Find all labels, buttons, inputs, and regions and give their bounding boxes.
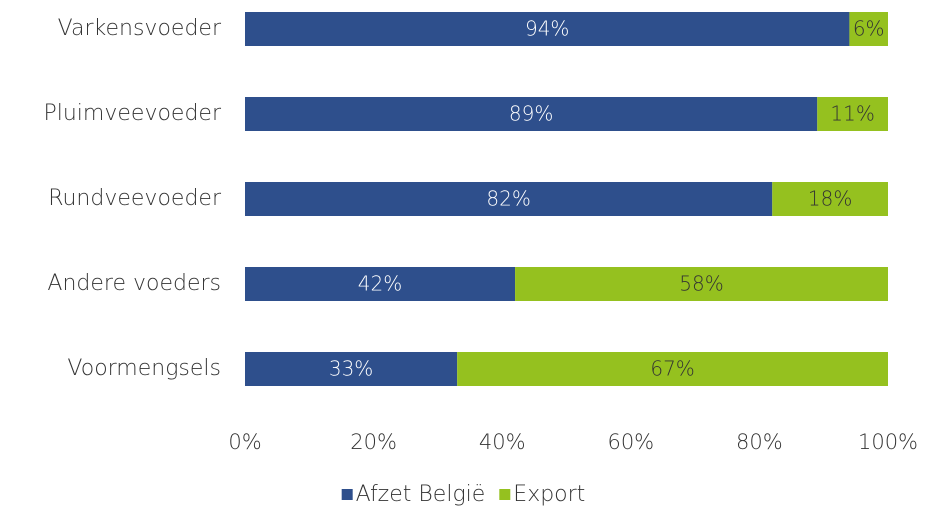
bar-segment bbox=[245, 182, 773, 216]
data-label: 82% bbox=[486, 187, 530, 211]
bar-segment bbox=[849, 12, 888, 46]
bar-segment bbox=[817, 97, 888, 131]
x-tick-label: 0% bbox=[228, 430, 261, 454]
category-label: Pluimveevoeder bbox=[43, 101, 221, 126]
category-label: Rundveevoeder bbox=[48, 186, 222, 211]
data-label: 18% bbox=[808, 187, 852, 211]
bar-segment bbox=[457, 352, 888, 386]
x-tick-label: 40% bbox=[479, 430, 526, 454]
category-label: Andere voeders bbox=[47, 271, 221, 296]
bar-segment bbox=[245, 267, 516, 301]
x-tick-label: 80% bbox=[736, 430, 783, 454]
data-label: 94% bbox=[525, 17, 569, 41]
data-label: 89% bbox=[509, 102, 553, 126]
data-label: 42% bbox=[358, 272, 402, 296]
data-label: 58% bbox=[679, 272, 723, 296]
category-label: Varkensvoeder bbox=[58, 16, 222, 41]
bar-segment bbox=[245, 97, 818, 131]
x-tick-label: 60% bbox=[607, 430, 654, 454]
category-label: Voormengsels bbox=[67, 356, 221, 381]
data-label: 11% bbox=[830, 102, 874, 126]
x-tick-label: 20% bbox=[350, 430, 397, 454]
data-label: 6% bbox=[853, 17, 885, 41]
data-label: 33% bbox=[329, 357, 373, 381]
bar-segment bbox=[245, 12, 850, 46]
bar-segment bbox=[772, 182, 888, 216]
legend-swatch bbox=[341, 489, 353, 500]
legend-swatch bbox=[499, 489, 511, 500]
data-label: 67% bbox=[650, 357, 694, 381]
legend-label: Export bbox=[513, 482, 585, 507]
x-tick-label: 100% bbox=[858, 430, 918, 454]
bar-segment bbox=[245, 352, 458, 386]
bar-segment bbox=[515, 267, 888, 301]
legend-label: Afzet België bbox=[356, 482, 486, 507]
